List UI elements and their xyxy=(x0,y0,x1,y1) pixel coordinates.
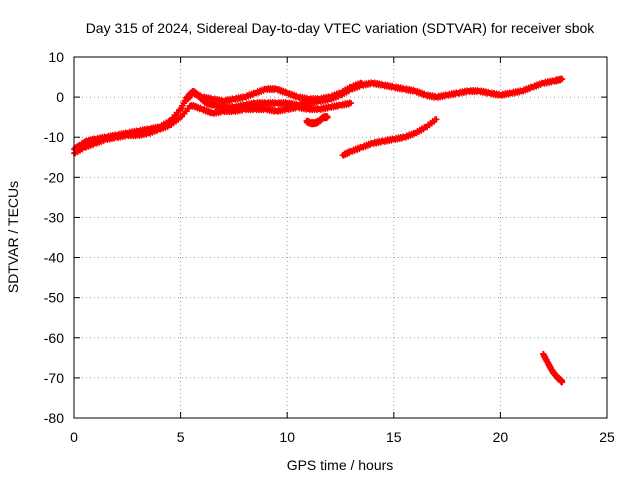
x-tick-label: 5 xyxy=(177,429,185,445)
x-tick-label: 0 xyxy=(70,429,78,445)
data-point xyxy=(559,378,566,385)
axis-ticks: 0 5 10 15 20 25 10 0 -10 -20 -30 -40 -50 -60 -70 -80 xyxy=(44,49,615,445)
data-point xyxy=(348,100,355,107)
y-tick-label: -60 xyxy=(44,330,64,346)
y-tick-label: -80 xyxy=(44,410,64,426)
y-tick-label: 10 xyxy=(48,49,64,65)
x-tick-label: 15 xyxy=(386,429,402,445)
grid-lines xyxy=(74,57,607,418)
y-tick-label: -20 xyxy=(44,169,64,185)
y-tick-label: -50 xyxy=(44,290,64,306)
x-axis-label: GPS time / hours xyxy=(287,457,394,473)
x-tick-label: 25 xyxy=(599,429,615,445)
y-tick-label: 0 xyxy=(56,89,64,105)
x-tick-label: 10 xyxy=(279,429,295,445)
y-tick-label: -30 xyxy=(44,209,64,225)
data-point xyxy=(324,114,331,121)
y-tick-label: -40 xyxy=(44,250,64,266)
plot-frame xyxy=(73,56,608,419)
data-points xyxy=(71,75,566,386)
x-tick-label: 20 xyxy=(493,429,509,445)
data-point xyxy=(559,76,566,83)
chart-title: Day 315 of 2024, Sidereal Day-to-day VTE… xyxy=(86,20,596,36)
y-tick-label: -70 xyxy=(44,370,64,386)
y-axis-label: SDTVAR / TECUs xyxy=(5,181,21,293)
data-point xyxy=(433,116,440,123)
y-tick-label: -10 xyxy=(44,129,64,145)
data-point xyxy=(358,80,365,87)
